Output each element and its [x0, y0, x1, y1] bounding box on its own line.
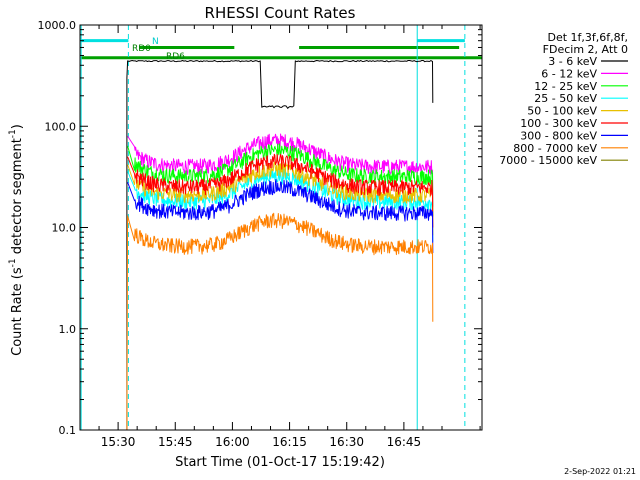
label-rd0: RD0	[132, 44, 151, 54]
legend-label: 3 - 6 keV	[548, 55, 597, 68]
y-label-part: )	[10, 124, 25, 129]
legend-label: 300 - 800 keV	[520, 129, 597, 142]
y-tick-label: 1.0	[59, 323, 77, 336]
legend-label: 100 - 300 keV	[520, 117, 597, 130]
legend-label: 12 - 25 keV	[534, 80, 597, 93]
label-rd6: RD6	[166, 52, 185, 62]
series-lines	[126, 60, 434, 431]
axes: 0.1 1.0 10.0 100.0 1000.0 15:30 15:45 16:00 16:1…	[38, 19, 482, 449]
series-line	[127, 133, 434, 207]
plot-frame	[79, 24, 483, 431]
label-n: N	[152, 37, 159, 47]
cyan-marker-lines	[80, 25, 466, 430]
y-tick-label: 0.1	[59, 424, 77, 437]
legend-label: 7000 - 15000 keV	[499, 154, 597, 167]
y-axis-label: Count Rate (s-1 detector segment-1)	[8, 124, 25, 356]
y-label-sup: -1	[8, 258, 18, 267]
y-label-sup: -1	[8, 129, 18, 138]
legend-label: 6 - 12 keV	[541, 67, 597, 80]
footer-timestamp: 2-Sep-2022 01:21	[564, 467, 636, 476]
series-line	[127, 143, 434, 217]
chart-title: RHESSI Count Rates	[205, 4, 356, 22]
y-tick-label: 10.0	[52, 222, 77, 235]
legend-header-2: FDecim 2, Att 0	[543, 43, 628, 56]
series-line	[126, 60, 434, 430]
x-tick-label: 16:15	[272, 435, 307, 449]
legend-label: 25 - 50 keV	[534, 92, 597, 105]
y-tick-label: 1000.0	[38, 19, 77, 32]
y-tick-label: 100.0	[45, 120, 77, 133]
x-tick-label: 15:45	[158, 435, 193, 449]
series-line	[127, 178, 434, 254]
x-tick-label: 16:30	[329, 435, 364, 449]
y-label-part: Count Rate (s	[10, 267, 25, 356]
y-label-part: detector segment	[10, 138, 25, 258]
legend-label: 800 - 7000 keV	[513, 142, 597, 155]
x-tick-label: 15:30	[101, 435, 136, 449]
legend-header-1: Det 1f,3f,6f,8f,	[547, 31, 628, 44]
series-line	[126, 212, 434, 431]
legend-label: 50 - 100 keV	[527, 105, 597, 118]
x-tick-label: 16:45	[387, 435, 422, 449]
status-bars	[81, 39, 482, 60]
series-line	[127, 161, 434, 236]
series-line	[127, 153, 434, 228]
x-axis-label: Start Time (01-Oct-17 15:19:42)	[175, 455, 385, 470]
x-tick-label: 16:00	[215, 435, 250, 449]
legend: Det 1f,3f,6f,8f, FDecim 2, Att 0 3 - 6 k…	[499, 31, 628, 167]
